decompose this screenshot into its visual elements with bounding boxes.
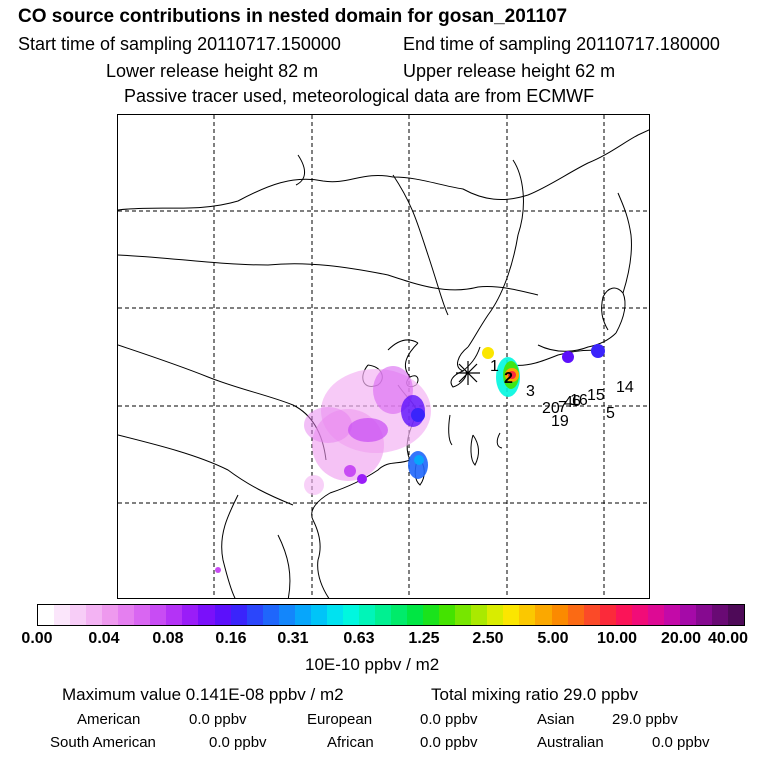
source-label: 7	[558, 399, 567, 416]
colorbar-tick: 0.08	[152, 630, 184, 647]
colorbar-tick: 0.16	[215, 630, 247, 647]
colorbar-swatch	[198, 605, 215, 625]
colorbar-swatch	[423, 605, 440, 625]
colorbar-swatch	[230, 605, 247, 625]
colorbar-tick: 20.00	[660, 630, 702, 647]
source-label: 3	[526, 383, 535, 400]
total-mixing-ratio: Total mixing ratio 29.0 ppbv	[431, 685, 638, 704]
colorbar-swatch	[166, 605, 183, 625]
colorbar-swatch	[262, 605, 279, 625]
american-label: American	[77, 711, 141, 728]
colorbar-swatch	[214, 605, 231, 625]
colorbar-swatch	[551, 605, 568, 625]
colorbar-swatch	[728, 605, 745, 625]
colorbar-swatch	[471, 605, 488, 625]
asian-value: 29.0 ppbv	[612, 711, 678, 728]
colorbar-swatch	[439, 605, 456, 625]
colorbar-swatch	[535, 605, 552, 625]
colorbar-tick: 10.00	[596, 630, 638, 647]
colorbar-swatch	[86, 605, 103, 625]
source-label: 16	[570, 392, 588, 409]
colorbar-swatch	[647, 605, 664, 625]
figure-title: CO source contributions in nested domain…	[18, 6, 568, 27]
sampling-start: Start time of sampling 20110717.150000	[18, 34, 341, 54]
american-value: 0.0 ppbv	[189, 711, 247, 728]
australian-label: Australian	[537, 734, 604, 751]
african-label: African	[327, 734, 374, 751]
source-label: 4	[564, 394, 573, 411]
colorbar-swatch	[391, 605, 408, 625]
colorbar-swatch	[503, 605, 520, 625]
colorbar-tick: 40.00	[707, 630, 749, 647]
colorbar-tick: 0.63	[343, 630, 375, 647]
source-label: 2	[504, 370, 513, 387]
colorbar-swatch	[278, 605, 295, 625]
african-value: 0.0 ppbv	[420, 734, 478, 751]
colorbar-unit: 10E-10 ppbv / m2	[305, 655, 440, 674]
colorbar-swatch	[663, 605, 680, 625]
colorbar-swatch	[679, 605, 696, 625]
map-panel: 1 2 3 4 5 6 7 14 15 16 19 20	[117, 114, 650, 599]
colorbar-swatch	[519, 605, 536, 625]
australian-value: 0.0 ppbv	[652, 734, 710, 751]
colorbar-swatch	[583, 605, 600, 625]
european-value: 0.0 ppbv	[420, 711, 478, 728]
colorbar-swatch	[342, 605, 359, 625]
colorbar-swatch	[182, 605, 199, 625]
source-label: 20	[542, 400, 560, 417]
colorbar-swatch	[631, 605, 648, 625]
source-label: 6	[572, 393, 581, 410]
colorbar-swatch	[102, 605, 119, 625]
colorbar-swatch	[455, 605, 472, 625]
source-label: 1	[490, 358, 499, 375]
lower-release-height: Lower release height 82 m	[106, 61, 319, 81]
colorbar-swatch	[150, 605, 167, 625]
colorbar-tick: 2.50	[472, 630, 504, 647]
colorbar-tick: 0.31	[277, 630, 309, 647]
upper-release-height: Upper release height 62 m	[403, 61, 616, 81]
colorbar-swatch	[70, 605, 87, 625]
colorbar-swatch	[711, 605, 729, 625]
colorbar-swatch	[615, 605, 632, 625]
colorbar-tick: 0.04	[88, 630, 120, 647]
south-american-label: South American	[50, 734, 156, 751]
source-label: 15	[587, 387, 605, 404]
colorbar-swatch	[54, 605, 71, 625]
source-label: 19	[551, 413, 569, 430]
coastlines	[118, 129, 649, 598]
colorbar-swatch	[407, 605, 424, 625]
colorbar-swatch	[246, 605, 263, 625]
south-american-value: 0.0 ppbv	[209, 734, 267, 751]
colorbar-swatch	[294, 605, 311, 625]
colorbar-swatch	[38, 605, 55, 625]
colorbar-swatch	[487, 605, 504, 625]
colorbar-tick: 0.00	[21, 630, 53, 647]
receptor-star-icon	[456, 361, 480, 385]
maximum-value: Maximum value 0.141E-08 ppbv / m2	[62, 685, 344, 704]
concentration-field	[215, 344, 605, 573]
colorbar-swatch	[374, 605, 392, 625]
source-label: 14	[616, 379, 634, 396]
colorbar-swatch	[310, 605, 327, 625]
asian-label: Asian	[537, 711, 575, 728]
tracer-note: Passive tracer used, meteorological data…	[124, 86, 595, 106]
colorbar-tick: 5.00	[537, 630, 569, 647]
colorbar-swatch	[358, 605, 375, 625]
colorbar-swatch	[599, 605, 616, 625]
colorbar-swatch	[118, 605, 135, 625]
colorbar-swatch	[134, 605, 151, 625]
sampling-end: End time of sampling 20110717.180000	[403, 34, 720, 54]
colorbar-swatch	[326, 605, 343, 625]
colorbar-tick: 1.25	[408, 630, 440, 647]
colorbar-swatch	[695, 605, 712, 625]
colorbar-swatch	[567, 605, 584, 625]
colorbar	[37, 604, 745, 626]
map-canvas: 1 2 3 4 5 6 7 14 15 16 19 20	[118, 115, 649, 598]
source-label: 5	[606, 405, 615, 422]
european-label: European	[307, 711, 373, 728]
